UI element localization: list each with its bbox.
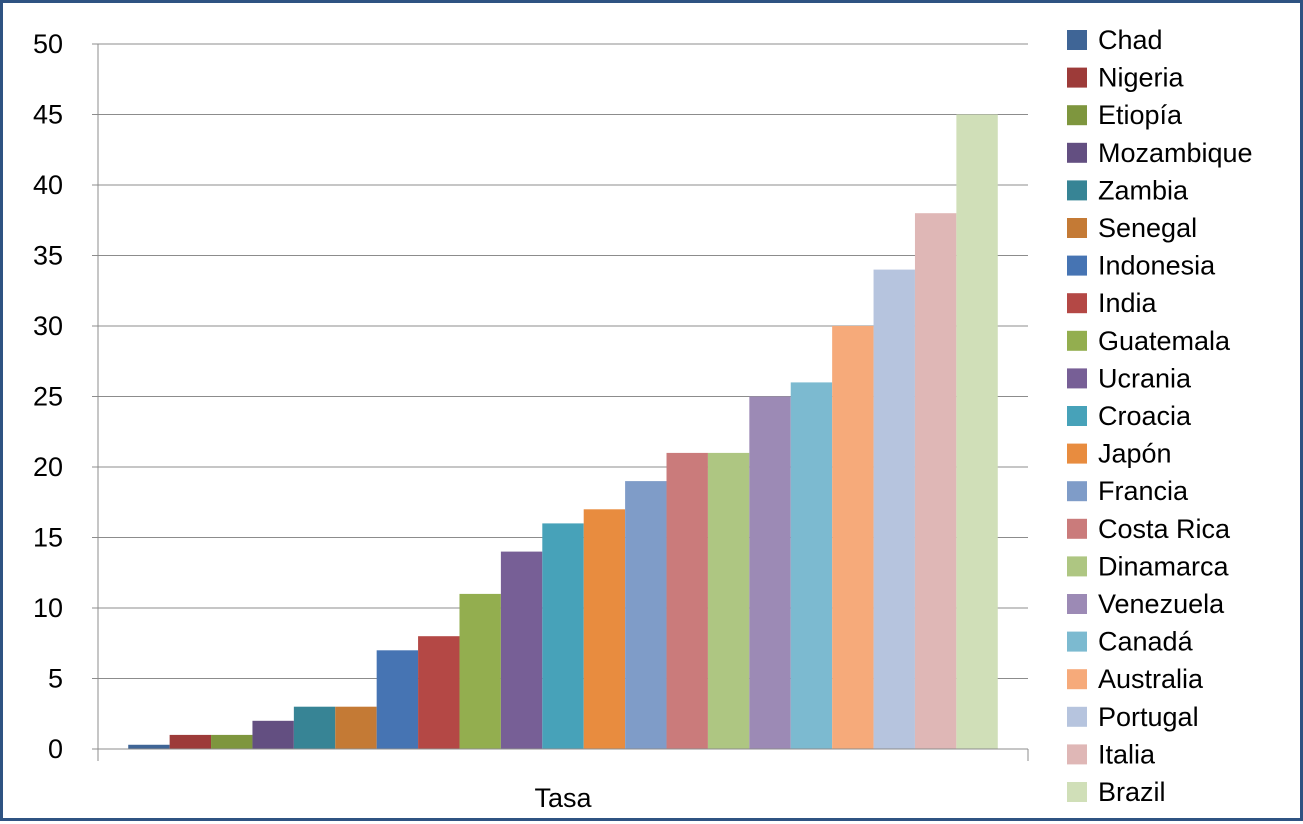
- legend-swatch: [1067, 218, 1087, 238]
- gridlines: [98, 43, 1028, 679]
- y-tick-label: 15: [33, 523, 63, 553]
- bar-nigeria: [169, 734, 212, 749]
- legend-label: Etiopía: [1098, 100, 1183, 130]
- y-tick-label: 5: [48, 664, 63, 694]
- x-category-labels: Tasa: [534, 783, 592, 813]
- bar-brazil: [956, 114, 998, 749]
- legend-swatch: [1067, 706, 1087, 727]
- y-tick-label: 20: [33, 452, 63, 482]
- legend-label: Portugal: [1098, 702, 1199, 732]
- legend-swatch: [1067, 669, 1087, 690]
- y-tick-label: 10: [33, 593, 63, 623]
- bar-ucrania: [500, 551, 543, 749]
- bar-guatemala: [459, 593, 501, 749]
- axes: [92, 43, 1029, 761]
- legend-label: Ucrania: [1098, 363, 1192, 393]
- y-tick-label: 40: [33, 170, 63, 200]
- legend-label: Guatemala: [1098, 326, 1231, 356]
- legend-swatch: [1067, 518, 1087, 539]
- legend-label: Francia: [1098, 476, 1189, 506]
- legend-swatch: [1067, 556, 1087, 577]
- bar-costa-rica: [666, 452, 708, 749]
- bar-mozambique: [252, 720, 294, 749]
- legend-label: Nigeria: [1098, 63, 1185, 93]
- bars: [128, 114, 998, 749]
- bar-italia: [914, 213, 957, 749]
- legend-label: Venezuela: [1098, 589, 1225, 619]
- bar-senegal: [335, 706, 377, 749]
- y-tick-labels: 0 5 10 15 20 25 30 35 40 45 50: [33, 29, 63, 764]
- bar-chad: [128, 744, 170, 749]
- legend-label: Chad: [1098, 25, 1163, 55]
- bar-portugal: [873, 269, 915, 749]
- legend-label: Senegal: [1098, 213, 1197, 243]
- legend-swatch: [1067, 255, 1087, 276]
- bar-dinamarca: [707, 452, 750, 749]
- chart-canvas: 0 5 10 15 20 25 30 35 40 45 50 Tasa Chad Nigeria Eti…: [33, 25, 1253, 813]
- legend-swatch: [1067, 744, 1087, 765]
- bar-australia: [832, 326, 874, 749]
- bar-indonesia: [376, 650, 419, 749]
- legend-swatch: [1067, 330, 1087, 351]
- bar-canadá: [790, 382, 833, 749]
- legend-label: Zambia: [1098, 175, 1189, 205]
- legend-swatch: [1067, 481, 1087, 502]
- legend-swatch: [1067, 67, 1087, 88]
- legend-swatch: [1067, 105, 1087, 126]
- legend-swatch: [1067, 443, 1087, 464]
- bar-india: [418, 636, 460, 749]
- bar-francia: [625, 481, 667, 749]
- bar-croacia: [542, 523, 584, 749]
- bar-etiopía: [211, 734, 253, 749]
- legend-label: Costa Rica: [1098, 514, 1231, 544]
- y-tick-label: 0: [48, 734, 63, 764]
- legend-swatch: [1067, 782, 1087, 802]
- legend-label: Indonesia: [1098, 251, 1216, 281]
- legend-label: Brazil: [1098, 777, 1166, 807]
- y-tick-label: 30: [33, 311, 63, 341]
- bar-zambia: [293, 706, 336, 749]
- legend-label: Mozambique: [1098, 138, 1253, 168]
- legend: Chad Nigeria Etiopía Mozambique Zambia Senega…: [1067, 25, 1253, 807]
- legend-label: Canadá: [1098, 627, 1194, 657]
- legend-swatch: [1067, 30, 1087, 50]
- x-category-label: Tasa: [534, 783, 592, 813]
- legend-label: Croacia: [1098, 401, 1192, 431]
- legend-label: Italia: [1098, 739, 1156, 769]
- legend-label: India: [1098, 288, 1158, 318]
- legend-swatch: [1067, 180, 1087, 201]
- legend-label: Australia: [1098, 664, 1204, 694]
- legend-swatch: [1067, 293, 1087, 314]
- legend-swatch: [1067, 594, 1087, 614]
- legend-swatch: [1067, 142, 1087, 163]
- y-tick-label: 35: [33, 241, 63, 271]
- legend-label: Japón: [1098, 439, 1172, 469]
- legend-label: Dinamarca: [1098, 551, 1230, 581]
- legend-swatch: [1067, 368, 1087, 389]
- y-tick-label: 50: [33, 29, 63, 59]
- y-tick-label: 45: [33, 100, 63, 130]
- bar-venezuela: [749, 396, 791, 749]
- legend-swatch: [1067, 406, 1087, 426]
- y-tick-label: 25: [33, 382, 63, 412]
- legend-swatch: [1067, 631, 1087, 652]
- bar-japón: [583, 509, 626, 749]
